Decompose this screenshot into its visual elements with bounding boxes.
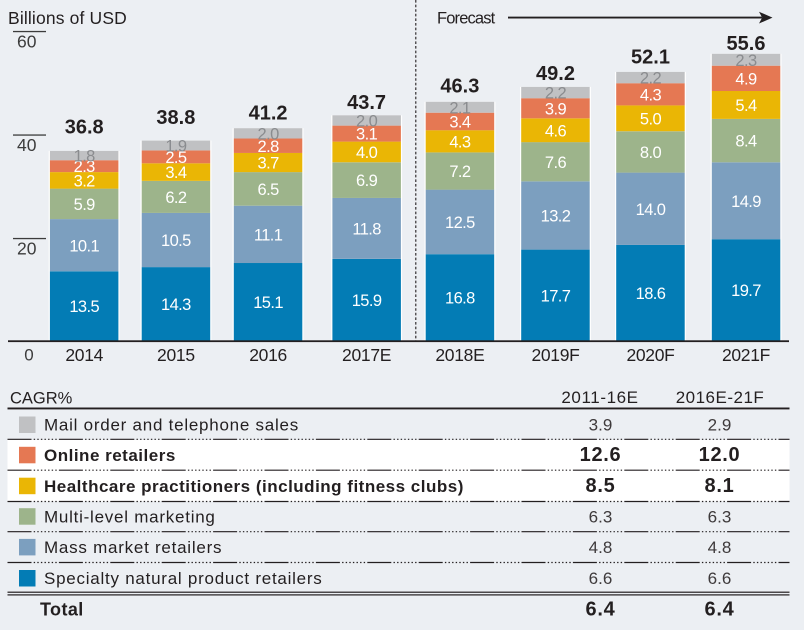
svg-text:Mass market retailers: Mass market retailers <box>44 538 222 557</box>
svg-text:19.7: 19.7 <box>731 282 761 300</box>
svg-text:6.6: 6.6 <box>589 569 613 588</box>
svg-text:36.8: 36.8 <box>65 117 104 139</box>
svg-text:4.0: 4.0 <box>356 144 378 162</box>
svg-text:15.1: 15.1 <box>253 294 283 312</box>
svg-text:16.8: 16.8 <box>445 290 475 308</box>
svg-text:5.0: 5.0 <box>640 111 662 129</box>
svg-text:3.1: 3.1 <box>356 126 378 144</box>
svg-text:11.1: 11.1 <box>254 226 283 244</box>
svg-text:2018E: 2018E <box>435 345 484 365</box>
svg-text:8.1: 8.1 <box>705 475 735 497</box>
svg-text:Total: Total <box>40 600 84 620</box>
svg-text:4.3: 4.3 <box>449 133 471 151</box>
svg-text:3.2: 3.2 <box>74 172 96 190</box>
svg-text:2.1: 2.1 <box>449 99 471 117</box>
svg-text:2.2: 2.2 <box>640 70 662 88</box>
svg-text:6.2: 6.2 <box>165 189 187 207</box>
svg-text:12.0: 12.0 <box>699 444 741 466</box>
svg-text:2016E-21F: 2016E-21F <box>676 388 765 407</box>
svg-text:Mail order and telephone sales: Mail order and telephone sales <box>44 416 299 435</box>
svg-text:5.4: 5.4 <box>735 97 757 115</box>
svg-text:17.7: 17.7 <box>541 287 571 305</box>
svg-text:4.8: 4.8 <box>589 538 613 557</box>
svg-text:Specialty natural product reta: Specialty natural product retailers <box>44 569 323 588</box>
svg-text:Online retailers: Online retailers <box>44 446 176 465</box>
svg-text:40: 40 <box>17 135 37 155</box>
svg-text:49.2: 49.2 <box>536 63 575 85</box>
svg-text:6.3: 6.3 <box>589 507 613 526</box>
svg-text:6.9: 6.9 <box>356 172 378 190</box>
svg-text:6.5: 6.5 <box>258 181 280 199</box>
svg-text:10.5: 10.5 <box>161 232 191 250</box>
svg-text:8.0: 8.0 <box>640 144 662 162</box>
svg-text:3.9: 3.9 <box>545 100 567 118</box>
svg-text:55.6: 55.6 <box>727 33 766 55</box>
svg-text:7.2: 7.2 <box>449 163 471 181</box>
svg-text:20: 20 <box>17 239 37 259</box>
svg-text:Healthcare practitioners (incl: Healthcare practitioners (including fitn… <box>44 477 464 496</box>
svg-text:6.6: 6.6 <box>708 569 732 588</box>
svg-text:6.4: 6.4 <box>705 599 735 621</box>
svg-text:52.1: 52.1 <box>631 47 670 69</box>
svg-text:2015: 2015 <box>157 345 195 365</box>
svg-text:3.4: 3.4 <box>165 164 187 182</box>
svg-text:2020F: 2020F <box>626 345 674 365</box>
svg-text:4.9: 4.9 <box>735 70 757 88</box>
svg-text:2.2: 2.2 <box>545 85 567 103</box>
svg-text:CAGR%: CAGR% <box>10 390 73 408</box>
svg-text:3.4: 3.4 <box>449 114 471 132</box>
svg-text:41.2: 41.2 <box>249 102 288 124</box>
svg-text:46.3: 46.3 <box>440 75 479 97</box>
svg-text:2.3: 2.3 <box>74 158 96 176</box>
svg-text:14.9: 14.9 <box>731 193 761 211</box>
svg-text:14.3: 14.3 <box>161 296 191 314</box>
svg-text:4.6: 4.6 <box>545 122 567 140</box>
svg-text:2.8: 2.8 <box>258 138 280 156</box>
svg-text:2021F: 2021F <box>722 345 770 365</box>
svg-text:Multi-level marketing: Multi-level marketing <box>44 507 216 526</box>
svg-text:2017E: 2017E <box>342 345 391 365</box>
svg-text:6.4: 6.4 <box>586 599 616 621</box>
svg-text:5.9: 5.9 <box>74 196 96 214</box>
svg-text:2011-16E: 2011-16E <box>561 388 638 407</box>
svg-text:1.8: 1.8 <box>74 148 96 166</box>
svg-text:60: 60 <box>17 32 37 52</box>
svg-text:13.2: 13.2 <box>541 208 571 226</box>
svg-text:1.9: 1.9 <box>165 138 187 156</box>
svg-text:10.1: 10.1 <box>69 237 99 255</box>
svg-text:2.9: 2.9 <box>708 416 732 435</box>
svg-text:2019F: 2019F <box>531 345 579 365</box>
svg-text:3.9: 3.9 <box>589 416 613 435</box>
svg-text:8.5: 8.5 <box>586 475 616 497</box>
svg-text:Forecast: Forecast <box>437 10 496 28</box>
svg-text:2.0: 2.0 <box>356 113 378 131</box>
svg-text:15.9: 15.9 <box>352 292 382 310</box>
svg-text:43.7: 43.7 <box>347 92 386 114</box>
svg-text:2.3: 2.3 <box>735 52 757 70</box>
svg-text:14.0: 14.0 <box>636 201 666 219</box>
svg-text:2016: 2016 <box>249 345 287 365</box>
svg-text:8.4: 8.4 <box>735 133 757 151</box>
svg-text:12.6: 12.6 <box>580 444 622 466</box>
svg-text:6.3: 6.3 <box>708 507 732 526</box>
svg-text:0: 0 <box>24 346 33 365</box>
svg-text:2014: 2014 <box>65 345 103 365</box>
svg-text:4.8: 4.8 <box>708 538 732 557</box>
svg-text:18.6: 18.6 <box>636 285 666 303</box>
svg-text:2.5: 2.5 <box>165 149 187 167</box>
svg-text:Billions of USD: Billions of USD <box>8 8 127 28</box>
svg-text:11.8: 11.8 <box>352 221 381 239</box>
svg-text:2.0: 2.0 <box>258 125 280 143</box>
svg-text:38.8: 38.8 <box>156 107 195 129</box>
svg-text:7.6: 7.6 <box>545 154 567 172</box>
svg-text:12.5: 12.5 <box>445 214 475 232</box>
svg-text:13.5: 13.5 <box>69 298 99 316</box>
svg-text:4.3: 4.3 <box>640 86 662 104</box>
svg-text:3.7: 3.7 <box>258 155 280 173</box>
